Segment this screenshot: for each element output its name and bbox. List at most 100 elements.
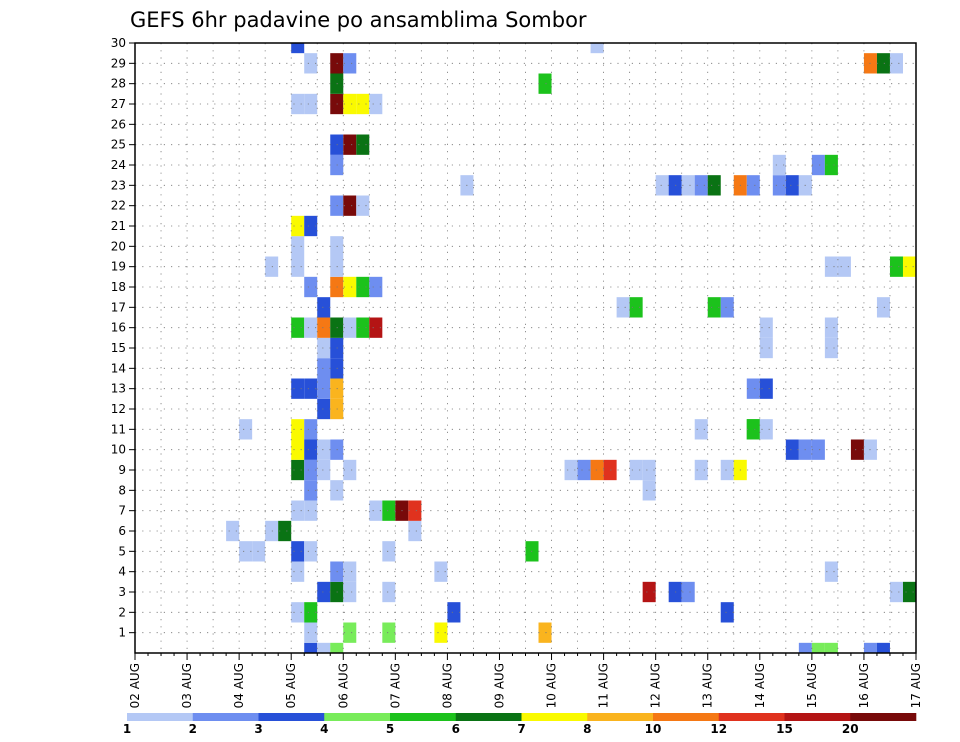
heatmap-cell <box>382 541 396 562</box>
colorbar-swatch <box>127 713 194 721</box>
x-tick-label: 12 AUG <box>649 663 663 708</box>
y-axis: 1234567891011121314151617181920212223242… <box>111 36 135 640</box>
heatmap-cell <box>707 297 721 318</box>
y-tick-label: 1 <box>118 626 126 640</box>
colorbar-swatch <box>324 713 391 721</box>
heatmap-cell <box>824 561 838 582</box>
x-tick-label: 11 AUG <box>597 663 611 708</box>
heatmap-cell <box>707 175 721 196</box>
y-tick-label: 24 <box>111 158 126 172</box>
heatmap-cell <box>694 419 708 440</box>
x-tick-label: 04 AUG <box>232 663 246 708</box>
y-tick-label: 28 <box>111 77 126 91</box>
heatmap-cell <box>291 500 305 521</box>
y-tick-label: 16 <box>111 321 126 335</box>
y-tick-label: 2 <box>118 605 126 619</box>
x-axis: 02 AUG 03 AUG 04 AUG 05 AUG 06 AUG 07 AUG 08 A… <box>128 653 923 708</box>
heatmap-cell <box>304 93 318 115</box>
heatmap-cell <box>356 276 370 298</box>
x-tick-label: 10 AUG <box>545 663 559 708</box>
x-tick-label: 02 AUG <box>128 663 142 708</box>
chart-title: GEFS 6hr padavine po ansamblima Sombor <box>130 8 587 32</box>
colorbar-tick-label: 12 <box>710 722 727 736</box>
heatmap-cell <box>317 398 331 420</box>
y-tick-label: 25 <box>111 138 126 152</box>
heatmap-cell <box>408 500 422 521</box>
x-tick-label: 16 AUG <box>857 663 871 708</box>
heatmap-cell <box>369 500 383 521</box>
heatmap-cell <box>811 154 825 176</box>
y-tick-label: 22 <box>111 199 126 213</box>
heatmap-cell <box>343 53 357 74</box>
colorbar-tick-label: 20 <box>842 722 859 736</box>
heatmap-cell <box>681 581 695 603</box>
heatmap-cell <box>291 602 305 623</box>
y-tick-label: 14 <box>111 361 126 375</box>
heatmap-cell <box>304 378 318 399</box>
heatmap-cell <box>304 439 318 460</box>
heatmap-cell <box>304 622 318 643</box>
heatmap-cell <box>902 256 916 277</box>
colorbar-tick-label: 15 <box>776 722 793 736</box>
heatmap-cell <box>330 642 344 653</box>
heatmap-cell <box>291 256 305 277</box>
y-tick-label: 15 <box>111 341 126 355</box>
heatmap-cell <box>291 419 305 440</box>
heatmap-cell <box>304 459 318 481</box>
colorbar-tick-label: 7 <box>517 722 525 736</box>
heatmap-cell <box>811 642 825 653</box>
y-tick-label: 23 <box>111 178 126 192</box>
heatmap-cell <box>304 276 318 298</box>
x-tick-label: 09 AUG <box>492 663 506 708</box>
x-tick-label: 08 AUG <box>440 663 454 708</box>
x-tick-label: 03 AUG <box>180 663 194 708</box>
y-tick-label: 9 <box>118 463 126 477</box>
heatmap-cell <box>408 520 422 542</box>
heatmap-cell <box>356 195 370 216</box>
y-tick-label: 3 <box>118 585 126 599</box>
heatmap-cell <box>629 459 643 481</box>
heatmap-cell <box>538 622 552 643</box>
heatmap-cell <box>317 317 331 338</box>
heatmap-cell <box>447 602 461 623</box>
heatmap-cell <box>343 459 357 481</box>
heatmap-cell <box>434 561 448 582</box>
y-tick-label: 29 <box>111 56 126 70</box>
colorbar: 1 2 3 4 5 6 7 8 10 12 15 20 <box>123 713 917 736</box>
y-tick-label: 19 <box>111 260 126 274</box>
heatmap-cell <box>265 256 279 277</box>
heatmap-cell <box>291 561 305 582</box>
heatmap-cell <box>590 459 604 481</box>
heatmap-cell <box>798 642 812 653</box>
heatmap-cell <box>304 500 318 521</box>
y-tick-label: 8 <box>118 483 126 497</box>
heatmap-cell <box>304 317 318 338</box>
heatmap-cell <box>382 500 396 521</box>
heatmap-cell <box>811 439 825 460</box>
heatmap-cell <box>343 581 357 603</box>
x-tick-label: 13 AUG <box>701 663 715 708</box>
x-tick-label: 06 AUG <box>336 663 350 708</box>
grid-lines <box>135 42 916 653</box>
heatmap-cell <box>642 480 656 501</box>
heatmap-cell <box>876 642 890 653</box>
colorbar-swatch <box>192 713 259 721</box>
heatmap-cell <box>772 154 786 176</box>
y-tick-label: 21 <box>111 219 126 233</box>
heatmap-cell <box>889 53 903 74</box>
heatmap-cell <box>317 459 331 481</box>
heatmap-cell <box>343 622 357 643</box>
heatmap-cell <box>746 378 760 399</box>
heatmap-cell <box>265 520 279 542</box>
x-tick-label: 17 AUG <box>909 663 923 708</box>
heatmap-cell <box>317 439 331 460</box>
heatmap-cell <box>304 642 318 653</box>
heatmap-cell <box>642 459 656 481</box>
heatmap-cell <box>629 297 643 318</box>
heatmap-cell <box>759 317 773 338</box>
colorbar-swatch <box>455 713 522 721</box>
heatmap-cell <box>889 581 903 603</box>
heatmap-cell <box>616 297 630 318</box>
heatmap-cell <box>382 581 396 603</box>
